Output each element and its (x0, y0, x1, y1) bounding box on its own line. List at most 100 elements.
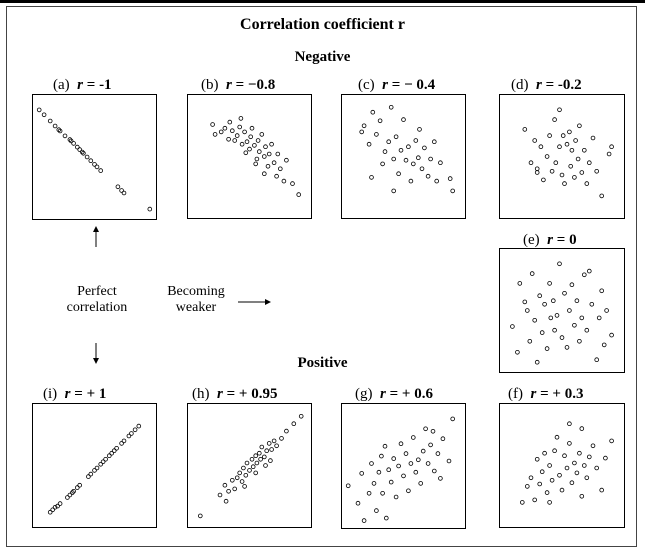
data-point (217, 492, 223, 498)
data-point (537, 293, 542, 298)
data-point (534, 456, 540, 462)
scatter-plot-i (32, 403, 157, 528)
data-point (574, 470, 580, 476)
panel-tag: (b) (201, 77, 219, 93)
panel-tag: (i) (43, 386, 58, 402)
data-point (422, 145, 427, 151)
data-point (284, 157, 289, 163)
label-e: (e) r = 0 (523, 232, 577, 248)
data-point (408, 461, 414, 466)
data-point (547, 463, 552, 468)
data-point (544, 490, 550, 495)
data-point (594, 169, 599, 174)
data-point (88, 158, 94, 163)
data-point (250, 464, 256, 469)
data-point (542, 301, 547, 307)
data-point (550, 298, 556, 303)
r-value: 0.95 (251, 386, 278, 402)
data-point (232, 486, 237, 492)
data-point (229, 478, 235, 483)
data-point (438, 160, 443, 165)
data-point (359, 471, 365, 476)
data-point (557, 107, 562, 113)
data-point (574, 298, 580, 303)
data-point (244, 139, 250, 144)
data-point (425, 461, 431, 466)
data-point (88, 471, 94, 477)
data-point (247, 468, 252, 473)
label-c: (c) r = − 0.4 (358, 77, 435, 93)
data-point (418, 481, 423, 486)
label-f: (f) r = + 0.3 (508, 386, 583, 402)
data-point (417, 127, 422, 132)
data-point (596, 315, 602, 321)
data-point (380, 491, 385, 496)
perfect-line-1: Perfect (77, 284, 117, 299)
data-point (425, 173, 431, 179)
data-point (569, 282, 575, 287)
data-point (229, 128, 235, 133)
data-point (601, 342, 607, 348)
data-point (278, 166, 283, 172)
data-point (355, 500, 361, 506)
label-h: (h) r = + 0.95 (192, 386, 277, 402)
data-point (554, 434, 560, 440)
data-point (50, 507, 56, 513)
data-point (440, 436, 446, 441)
data-point (562, 453, 567, 458)
data-point (606, 151, 612, 157)
section-positive: Positive (297, 355, 348, 371)
data-point (129, 431, 134, 436)
scatter-plot-h (187, 403, 312, 528)
data-point (234, 133, 240, 138)
panel-tag: (h) (192, 386, 210, 402)
panel-tag: (d) (511, 77, 529, 93)
data-point (242, 484, 247, 489)
label-b: (b) r = −0.8 (201, 77, 275, 93)
data-point (243, 473, 249, 478)
data-point (579, 170, 585, 175)
data-point (380, 161, 385, 167)
data-point (119, 188, 124, 193)
data-point (587, 454, 592, 460)
arrow-down-icon (93, 343, 99, 364)
data-point (271, 438, 277, 444)
r-value: 0 (569, 232, 577, 248)
r-symbol: r (64, 386, 71, 402)
data-point (70, 490, 75, 495)
data-point (403, 157, 409, 163)
r-value: -0.2 (557, 77, 582, 93)
data-point (239, 141, 245, 147)
label-a: (a) r = -1 (53, 77, 112, 93)
scatter-points-d (522, 107, 614, 199)
data-point (539, 330, 545, 335)
r-value: −0.8 (247, 77, 276, 93)
arrow-up-icon (93, 226, 99, 247)
data-point (396, 171, 401, 176)
data-point (241, 465, 246, 471)
scatter-plot-e (499, 248, 625, 373)
data-point (532, 318, 537, 323)
data-point (562, 181, 567, 186)
data-point (253, 470, 258, 476)
data-point (524, 308, 530, 313)
data-point (253, 453, 258, 458)
data-point (345, 483, 351, 489)
data-point (147, 206, 153, 212)
data-point (416, 155, 421, 160)
scatter-points-i (47, 423, 142, 515)
data-point (67, 492, 73, 498)
data-point (298, 414, 304, 419)
data-point (398, 147, 404, 153)
data-point (386, 467, 391, 472)
data-point (254, 460, 260, 466)
scatter-plot-a (32, 94, 157, 220)
data-point (522, 299, 528, 305)
data-point (432, 468, 437, 474)
data-point (603, 455, 608, 461)
data-point (218, 129, 224, 135)
data-point (52, 123, 58, 129)
data-point (258, 456, 263, 462)
data-point (47, 118, 53, 124)
data-point (232, 138, 237, 143)
